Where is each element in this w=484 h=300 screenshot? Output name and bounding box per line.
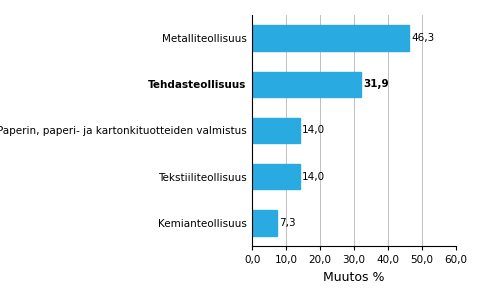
Text: 14,0: 14,0 — [302, 172, 325, 182]
Bar — [252, 164, 299, 189]
Bar — [252, 210, 276, 236]
X-axis label: Muutos %: Muutos % — [323, 271, 384, 284]
Bar — [252, 72, 360, 97]
Text: 14,0: 14,0 — [302, 125, 325, 136]
Text: 7,3: 7,3 — [279, 218, 295, 228]
Text: 31,9: 31,9 — [362, 79, 388, 89]
Bar — [252, 118, 299, 143]
Text: 46,3: 46,3 — [411, 33, 434, 43]
Bar — [252, 26, 408, 51]
